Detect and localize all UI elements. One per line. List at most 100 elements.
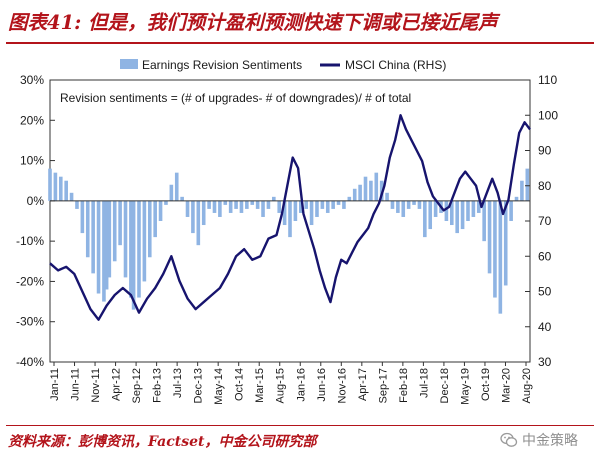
legend-label-line: MSCI China (RHS)	[345, 58, 446, 72]
bar-18	[137, 200, 141, 298]
x-tick-label-15: Apr-17	[357, 368, 369, 401]
bar-7	[85, 200, 90, 258]
x-axis: Jan-11 Jun-11 Nov-11 Apr-12 Sep-12 Feb-13 Jul-…	[49, 362, 533, 405]
bar-12	[107, 200, 112, 278]
bar-17	[131, 200, 136, 310]
left-tick-label-1: -30%	[16, 315, 44, 329]
bar-56	[342, 200, 346, 209]
x-tick-label-22: Mar-20	[500, 368, 512, 403]
bar-69	[412, 200, 416, 205]
x-tick-label-13: Jun-16	[316, 368, 328, 402]
bar-34	[223, 200, 228, 205]
bar-31	[207, 200, 211, 209]
bar-28	[191, 200, 195, 234]
bar-38	[245, 200, 249, 209]
x-tick-label-8: May-14	[213, 368, 225, 405]
bar-36	[234, 200, 238, 209]
right-tick-label-5: 80	[538, 179, 552, 193]
bar-21	[153, 200, 157, 238]
bar-4	[69, 192, 74, 201]
right-tick-label-7: 100	[538, 108, 558, 122]
bar-8	[91, 200, 95, 274]
left-tick-label-3: -10%	[16, 234, 44, 248]
bar-61	[369, 180, 373, 201]
left-tick-label-5: 10%	[20, 154, 44, 168]
x-tick-label-23: Aug-20	[521, 368, 533, 403]
bar-87	[509, 200, 513, 221]
bar-20	[147, 200, 152, 258]
left-tick-label-0: -40%	[16, 355, 44, 369]
chart-annotation: Revision sentiments = (# of upgrades- # …	[60, 91, 411, 105]
bar-26	[180, 196, 184, 201]
bar-19	[142, 200, 147, 282]
left-tick-label-4: 0%	[27, 194, 45, 208]
bar-83	[487, 200, 492, 274]
x-tick-label-20: May-19	[459, 368, 471, 405]
bar-33	[218, 200, 222, 217]
bar-54	[331, 200, 335, 209]
bar-48	[298, 200, 303, 213]
bar-73	[433, 200, 438, 217]
bar-0	[48, 168, 52, 201]
bar-35	[228, 200, 233, 213]
bar-66	[396, 200, 400, 213]
bar-65	[390, 200, 395, 209]
bar-79	[466, 200, 470, 221]
bar-1	[53, 172, 58, 201]
right-tick-label-8: 110	[538, 73, 557, 87]
x-tick-label-1: Jun-11	[70, 368, 82, 401]
left-tick-label-6: 20%	[20, 113, 44, 127]
msci-china-line	[49, 114, 531, 321]
bar-81	[476, 200, 481, 213]
x-tick-label-21: Oct-19	[480, 368, 492, 401]
legend-swatch-bars	[120, 59, 138, 69]
bar-30	[201, 200, 206, 226]
left-tick-label-7: 30%	[20, 73, 44, 87]
page-title: 图表41: 但是，我们预计盈利预测快速下调或已接近尾声	[8, 11, 498, 34]
legend: Earnings Revision Sentiments MSCI China …	[120, 58, 446, 72]
x-tick-label-3: Apr-12	[111, 368, 123, 401]
x-tick-label-2: Nov-11	[90, 368, 102, 403]
bar-27	[185, 200, 190, 217]
bar-76	[450, 200, 454, 226]
bar-3	[64, 180, 68, 201]
right-tick-label-6: 90	[538, 144, 552, 158]
bar-32	[212, 200, 217, 213]
footer-rule	[6, 425, 594, 426]
bar-59	[358, 184, 362, 201]
x-tick-label-4: Sep-12	[131, 368, 143, 403]
bar-15	[123, 200, 128, 278]
bar-45	[282, 200, 287, 226]
bar-44	[277, 200, 282, 213]
watermark: 中金策略	[500, 428, 578, 452]
bar-10	[102, 200, 106, 302]
bar-41	[261, 200, 265, 217]
left-axis: -40% -30% -20% -10% 0% 10% 20% 30%	[16, 73, 55, 369]
bar-90	[525, 168, 530, 201]
bar-39	[250, 200, 255, 205]
bar-53	[325, 200, 330, 213]
x-tick-label-17: Feb-18	[398, 368, 410, 403]
right-tick-label-4: 70	[538, 214, 552, 228]
bar-82	[482, 200, 486, 242]
bar-40	[255, 200, 260, 209]
watermark-text: 中金策略	[522, 432, 578, 448]
legend-label-bars: Earnings Revision Sentiments	[142, 58, 302, 72]
bar-11	[104, 200, 109, 290]
right-tick-label-3: 60	[538, 249, 552, 263]
bar-5	[75, 200, 79, 209]
bar-85	[498, 200, 503, 314]
bar-22	[158, 200, 163, 221]
bar-72	[428, 200, 433, 230]
x-tick-label-7: Dec-13	[193, 368, 205, 403]
bar-43	[272, 196, 276, 201]
line-layer	[49, 114, 531, 321]
x-tick-label-6: Jul-13	[172, 368, 184, 398]
x-tick-label-11: Aug-15	[275, 368, 287, 403]
bar-2	[58, 176, 63, 201]
bar-84	[493, 200, 497, 298]
x-tick-label-18: Jul-18	[418, 368, 430, 398]
x-tick-label-5: Feb-13	[152, 368, 164, 403]
bar-46	[288, 200, 292, 238]
bar-55	[336, 200, 341, 205]
